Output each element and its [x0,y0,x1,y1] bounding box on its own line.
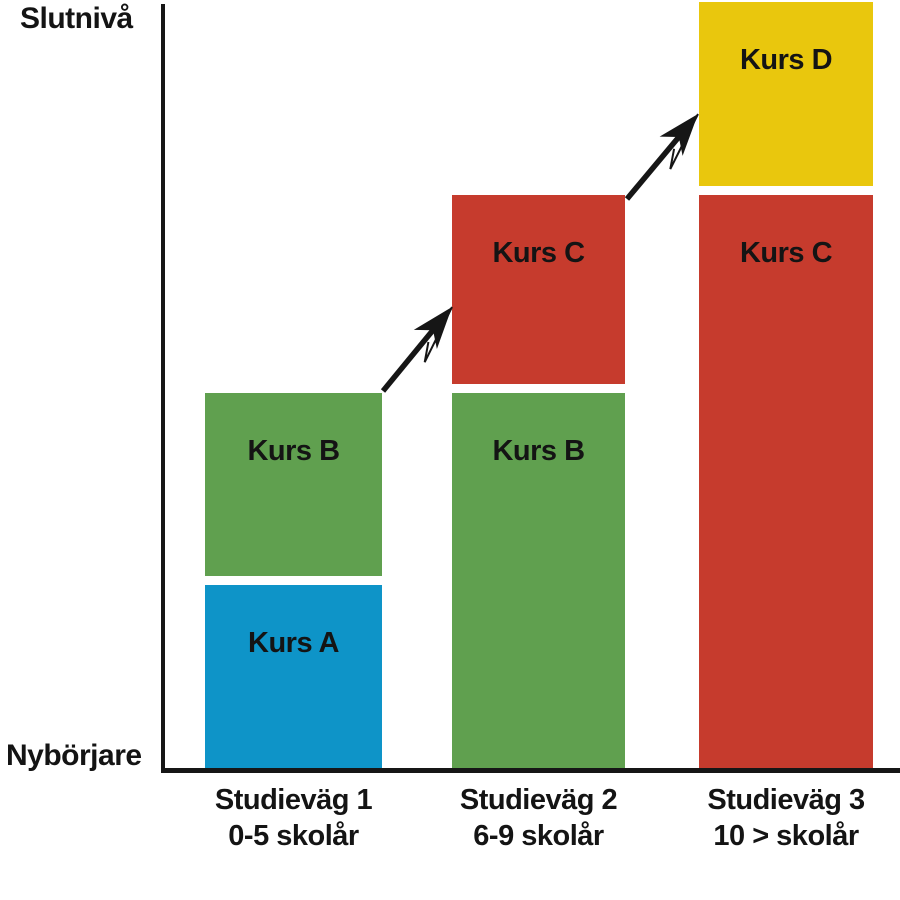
progression-arrow-1 [380,306,453,393]
category-sublabel: 6-9 skolår [473,820,604,852]
progression-arrow-2 [624,113,699,201]
kurs-c-label: Kurs C [492,237,585,269]
block-studievag-1-kurs-b: Kurs B [205,393,382,576]
kurs-c-label: Kurs C [739,237,833,269]
x-axis-line [161,768,900,773]
block-studievag-2-kurs-c: Kurs C [452,195,625,384]
y-axis-top-label: Slutnivå [20,2,133,35]
x-label-studievag-2: Studieväg 2 6-9 skolår [389,782,689,854]
category-name: Studieväg 1 [214,784,373,816]
category-name: Studieväg 2 [459,784,618,816]
category-sublabel: 10 > skolår [713,820,859,852]
kurs-d-label: Kurs D [739,44,833,76]
y-axis-bottom-label: Nybörjare [6,739,142,772]
category-name: Studieväg 3 [707,784,865,816]
block-studievag-3-kurs-c: Kurs C [699,195,873,768]
x-label-studievag-1: Studieväg 1 0-5 skolår [144,782,444,854]
kurs-b-label: Kurs B [492,435,585,467]
block-studievag-2-kurs-b: Kurs B [452,393,625,768]
x-label-studievag-3: Studieväg 3 10 > skolår [636,782,900,854]
category-sublabel: 0-5 skolår [228,820,359,852]
y-axis-line [161,4,165,773]
block-studievag-1-kurs-a: Kurs A [205,585,382,768]
kurs-b-label: Kurs B [247,435,340,467]
block-studievag-3-kurs-d: Kurs D [699,2,873,186]
kurs-a-label: Kurs A [248,627,340,659]
